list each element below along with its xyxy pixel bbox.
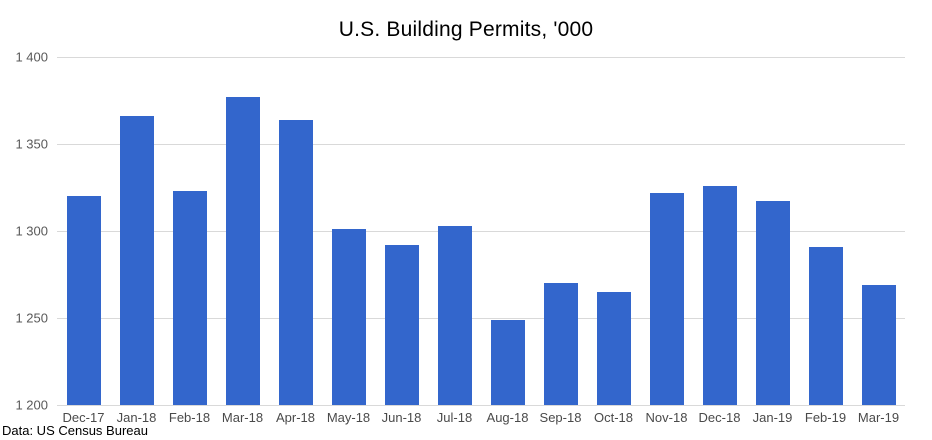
x-tick-label: Mar-18 (221, 410, 264, 425)
x-tick-label: Nov-18 (645, 410, 688, 425)
bar-group-may-18: May-18 (322, 57, 375, 425)
x-tick-label: Jun-18 (381, 410, 422, 425)
gridline-1200 (57, 405, 905, 406)
x-tick-label: Jan-18 (116, 410, 157, 425)
bar-group-dec-17: Dec-17 (57, 57, 110, 425)
bar-mar-18 (225, 97, 260, 405)
y-tick-label: 1 350 (15, 136, 48, 152)
plot-area: Dec-17 Jan-18 Feb-18 Mar-18 Apr-18 May-18 Jun-… (57, 57, 905, 425)
bar-group-nov-18: Nov-18 (640, 57, 693, 425)
x-tick-label: Dec-17 (62, 410, 105, 425)
bar-jul-18 (437, 225, 472, 405)
bar-mar-19 (861, 284, 896, 405)
y-tick-label: 1 250 (15, 310, 48, 326)
source-note: Data: US Census Bureau (2, 423, 148, 438)
bar-group-mar-18: Mar-18 (216, 57, 269, 425)
y-tick-label: 1 200 (15, 397, 48, 413)
x-tick-label: Feb-18 (168, 410, 211, 425)
bar-group-sep-18: Sep-18 (534, 57, 587, 425)
bar-group-jul-18: Jul-18 (428, 57, 481, 425)
bar-oct-18 (596, 291, 631, 405)
bar-jan-19 (755, 201, 790, 405)
x-tick-label: Aug-18 (486, 410, 529, 425)
bar-group-jan-18: Jan-18 (110, 57, 163, 425)
bar-group-oct-18: Oct-18 (587, 57, 640, 425)
gridline-1350 (57, 144, 905, 145)
y-tick-label: 1 300 (15, 223, 48, 239)
bar-feb-18 (172, 190, 207, 405)
bar-group-aug-18: Aug-18 (481, 57, 534, 425)
x-tick-label: Feb-19 (804, 410, 847, 425)
x-tick-label: Oct-18 (593, 410, 633, 425)
bars-container: Dec-17 Jan-18 Feb-18 Mar-18 Apr-18 May-18 Jun-… (57, 57, 905, 425)
bar-group-feb-18: Feb-18 (163, 57, 216, 425)
chart-title: U.S. Building Permits, '000 (338, 18, 594, 41)
x-tick-label: May-18 (326, 410, 371, 425)
x-tick-label: Apr-18 (275, 410, 316, 425)
x-tick-label: Mar-19 (857, 410, 900, 425)
bar-nov-18 (649, 192, 684, 405)
x-tick-label: Dec-18 (698, 410, 741, 425)
x-tick-label: Sep-18 (539, 410, 582, 425)
bar-group-feb-19: Feb-19 (799, 57, 852, 425)
bar-apr-18 (278, 119, 313, 405)
bar-dec-18 (702, 185, 737, 405)
gridline-1250 (57, 318, 905, 319)
bar-may-18 (331, 229, 366, 405)
bar-group-dec-18: Dec-18 (693, 57, 746, 425)
bar-group-apr-18: Apr-18 (269, 57, 322, 425)
gridline-1400 (57, 57, 905, 58)
bar-jun-18 (384, 244, 419, 405)
bar-group-jun-18: Jun-18 (375, 57, 428, 425)
x-tick-label: Jul-18 (436, 410, 473, 425)
bar-dec-17 (66, 196, 101, 405)
bar-aug-18 (490, 319, 525, 405)
gridline-1300 (57, 231, 905, 232)
y-tick-label: 1 400 (15, 49, 48, 65)
x-tick-label: Jan-19 (752, 410, 793, 425)
bar-feb-19 (808, 246, 843, 405)
bar-sep-18 (543, 283, 578, 405)
bar-jan-18 (119, 116, 154, 405)
bar-group-jan-19: Jan-19 (746, 57, 799, 425)
bar-group-mar-19: Mar-19 (852, 57, 905, 425)
